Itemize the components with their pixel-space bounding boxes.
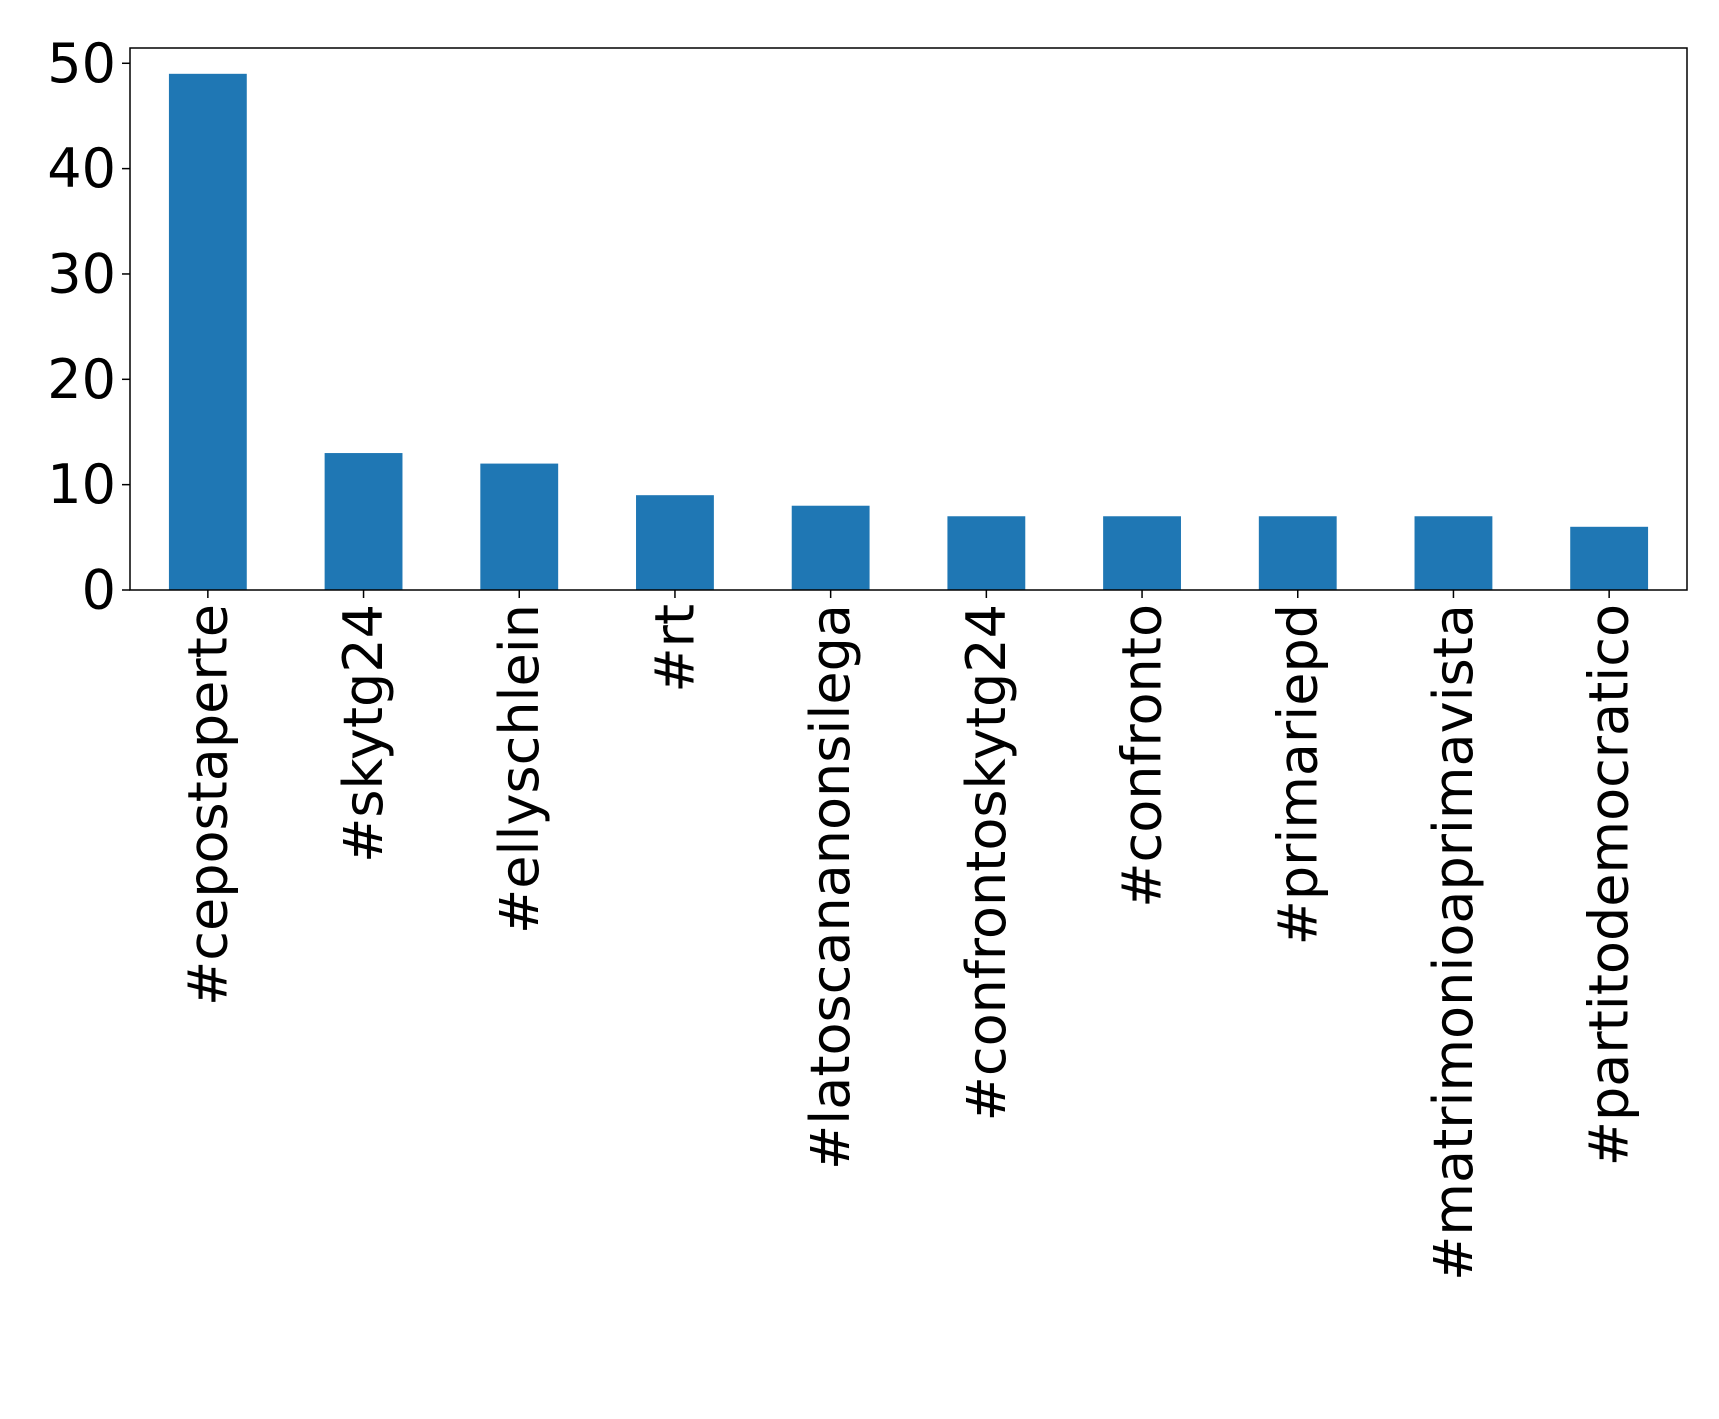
bar: [1103, 516, 1181, 590]
x-tick-label: #confrontoskytg24: [955, 604, 1018, 1121]
x-tick-label: #partitodemocratico: [1578, 604, 1641, 1166]
x-tick-label: #skytg24: [332, 604, 395, 863]
x-axis: #cepostaperte #skytg24 #ellyschlein #rt #lat…: [176, 590, 1641, 1281]
y-tick-label: 30: [47, 242, 116, 305]
x-tick-label: #ellyschlein: [488, 604, 551, 934]
bar: [1414, 516, 1493, 590]
x-tick-label: #primariepd: [1266, 604, 1329, 945]
bar: [947, 516, 1026, 590]
plot-frame: [129, 47, 1688, 591]
y-tick-label: 20: [47, 348, 116, 411]
y-tick-label: 50: [47, 32, 116, 95]
bars-group: [168, 73, 1649, 591]
bar: [791, 505, 870, 590]
bar: [1258, 516, 1337, 590]
bar: [480, 463, 559, 590]
x-tick-label: #matrimonioaprimavista: [1422, 604, 1485, 1281]
bar: [636, 495, 714, 590]
y-tick-label: 0: [82, 559, 116, 622]
bar: [1570, 526, 1649, 590]
bar: [168, 73, 247, 591]
bar: [324, 453, 403, 590]
y-tick-label: 40: [47, 137, 116, 200]
x-tick-label: #confronto: [1111, 604, 1174, 908]
y-axis: 0 10 20 30 40 50: [47, 32, 130, 622]
x-tick-label: #rt: [643, 604, 706, 693]
y-tick-label: 10: [47, 453, 116, 516]
x-tick-label: #cepostaperte: [176, 604, 239, 1006]
x-tick-label: #latoscananonsilega: [799, 604, 862, 1170]
